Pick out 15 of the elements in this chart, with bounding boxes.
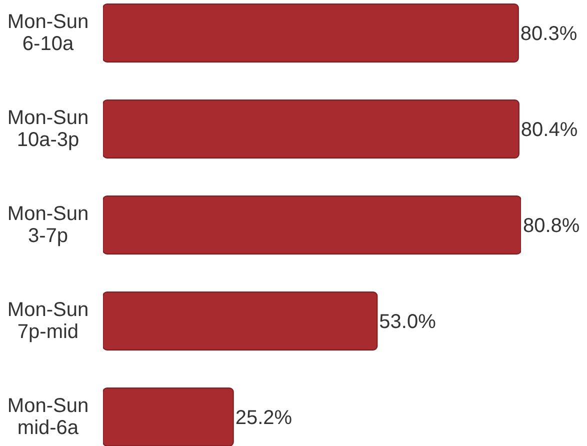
bar [103,292,378,350]
data-label: 80.4% [520,119,578,142]
y-tick-label: Mon-Sun 10a-3p [7,107,89,151]
y-tick-label: Mon-Sun 7p-mid [7,299,89,343]
data-label: 80.3% [520,23,578,46]
y-tick-label: Mon-Sun 6-10a [7,11,89,55]
bar [103,4,519,62]
bar [103,100,520,158]
bar [103,196,521,254]
data-label: 25.2% [235,407,292,430]
data-label: 53.0% [379,311,436,334]
bar [103,388,234,446]
y-tick-label: Mon-Sun 3-7p [7,203,89,247]
y-tick-label: Mon-Sun mid-6a [7,395,89,439]
data-label: 80.8% [523,215,580,238]
